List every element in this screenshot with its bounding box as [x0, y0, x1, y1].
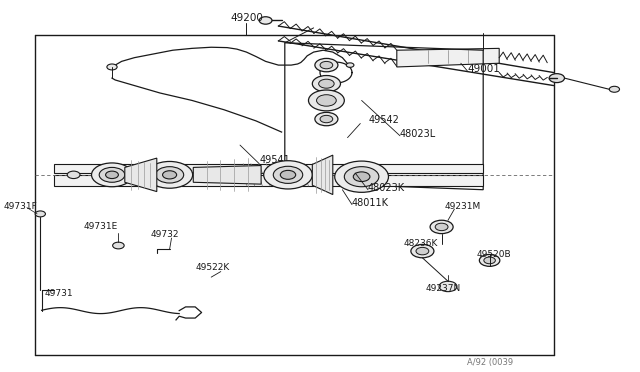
Circle shape	[344, 167, 379, 187]
Circle shape	[609, 86, 620, 92]
Text: 48236K: 48236K	[403, 239, 438, 248]
Circle shape	[156, 167, 184, 183]
Circle shape	[439, 281, 457, 292]
Circle shape	[549, 74, 564, 83]
Polygon shape	[312, 155, 333, 195]
Circle shape	[107, 64, 117, 70]
Circle shape	[35, 211, 45, 217]
Text: 49231M: 49231M	[445, 202, 481, 211]
Text: 49200: 49200	[230, 13, 263, 23]
Text: 49732: 49732	[150, 230, 179, 239]
Circle shape	[106, 171, 118, 179]
Text: 48023L: 48023L	[400, 129, 436, 139]
Text: 49731E: 49731E	[83, 222, 118, 231]
Text: 48011K: 48011K	[352, 198, 389, 208]
Circle shape	[273, 166, 303, 183]
Text: 49522K: 49522K	[195, 263, 230, 272]
Text: 49731: 49731	[45, 289, 74, 298]
Circle shape	[259, 17, 272, 24]
Circle shape	[264, 161, 312, 189]
Polygon shape	[54, 164, 483, 173]
Text: 49541: 49541	[259, 155, 290, 165]
Polygon shape	[397, 48, 499, 67]
Circle shape	[280, 170, 296, 179]
Circle shape	[147, 161, 193, 188]
Circle shape	[92, 163, 132, 187]
Circle shape	[335, 161, 388, 192]
Circle shape	[416, 247, 429, 255]
Circle shape	[312, 76, 340, 92]
Circle shape	[320, 61, 333, 69]
Circle shape	[319, 79, 334, 88]
Circle shape	[346, 63, 354, 67]
Circle shape	[353, 172, 370, 182]
Circle shape	[99, 167, 125, 182]
Circle shape	[435, 223, 448, 231]
Circle shape	[67, 171, 80, 179]
Polygon shape	[125, 158, 157, 192]
Circle shape	[163, 171, 177, 179]
Circle shape	[317, 95, 336, 106]
Circle shape	[411, 244, 434, 258]
Circle shape	[315, 58, 338, 72]
Text: A/92 (0039: A/92 (0039	[467, 358, 513, 367]
Text: 49542: 49542	[369, 115, 399, 125]
Circle shape	[308, 90, 344, 111]
Polygon shape	[54, 175, 483, 186]
Text: 49237N: 49237N	[426, 284, 461, 293]
Text: 48023K: 48023K	[368, 183, 405, 193]
Circle shape	[430, 220, 453, 234]
Text: 49001: 49001	[467, 64, 500, 74]
Circle shape	[113, 242, 124, 249]
Circle shape	[320, 115, 333, 123]
Circle shape	[315, 112, 338, 126]
Polygon shape	[193, 166, 261, 184]
Text: 49731F: 49731F	[3, 202, 37, 211]
Circle shape	[479, 254, 500, 266]
Circle shape	[484, 257, 495, 264]
Text: 49520B: 49520B	[477, 250, 511, 259]
